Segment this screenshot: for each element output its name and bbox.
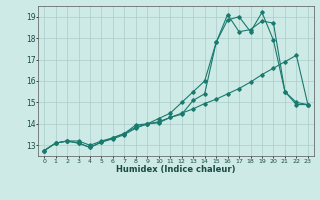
X-axis label: Humidex (Indice chaleur): Humidex (Indice chaleur) [116, 165, 236, 174]
